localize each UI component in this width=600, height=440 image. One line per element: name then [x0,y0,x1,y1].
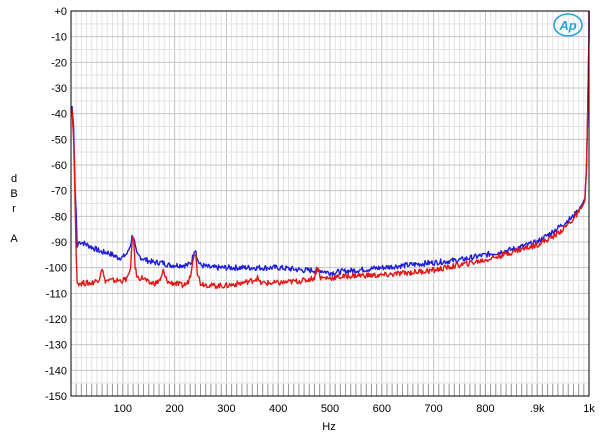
y-tick-label: -130 [45,340,67,352]
y-tick-label: -90 [51,237,67,249]
y-axis-ticks: +0 -10 -20 -30 -40 -50 -60 -70 -80 -90 -100 -110 -12… [45,6,67,403]
y-tick-label: -40 [51,109,67,121]
chart-grid [71,10,589,397]
y-axis-label-char: d [11,173,17,185]
x-tick-label: 600 [373,403,391,415]
y-tick-label: +0 [54,6,67,18]
x-tick-label: 200 [165,403,183,415]
y-axis-label-char: r [12,203,16,215]
y-axis-label: dBr A [10,173,18,245]
x-tick-label: 500 [321,403,339,415]
x-tick-label: .9k [530,403,545,415]
x-tick-label: 700 [424,403,442,415]
y-tick-label: -70 [51,186,67,198]
x-tick-label: 300 [217,403,235,415]
y-tick-label: -120 [45,314,67,326]
y-tick-label: -110 [46,288,67,300]
ap-logo: Ap [553,13,583,37]
x-axis-ticks: 100 200 300 400 500 600 700 800 .9k 1k [114,403,596,415]
series-line [71,11,590,289]
y-tick-label: -50 [51,134,67,146]
y-tick-label: -10 [51,32,67,44]
y-tick-label: -140 [45,365,67,377]
y-tick-label: -20 [51,57,67,69]
x-tick-label: 400 [269,403,287,415]
y-axis-label-char: A [10,233,18,245]
y-tick-label: -150 [45,391,67,403]
x-tick-label: 800 [476,403,494,415]
ap-logo-text: Ap [558,18,576,33]
y-tick-label: -100 [45,263,67,275]
x-tick-label: 100 [114,403,132,415]
plot-frame [70,10,590,397]
y-tick-label: -60 [51,160,67,172]
x-tick-label: 1k [583,403,595,415]
chart-series [71,11,590,289]
y-axis-label-char: B [10,188,17,200]
y-tick-label: -30 [51,83,67,95]
ap-logo-mark [553,13,583,37]
y-tick-label: -80 [51,211,67,223]
x-axis-label: Hz [322,421,335,433]
